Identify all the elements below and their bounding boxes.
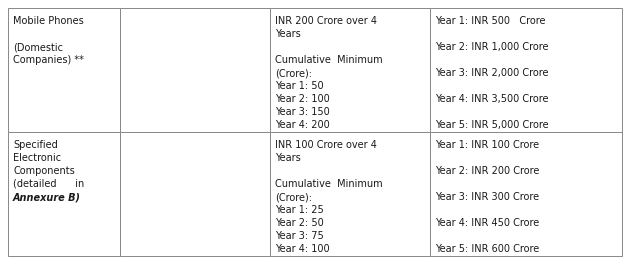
Text: Year 1: 25: Year 1: 25 [275,205,324,215]
Text: Cumulative  Minimum: Cumulative Minimum [275,55,383,65]
Bar [430,132,622,256]
Text: Year 3: 75: Year 3: 75 [275,231,324,241]
Bar [270,132,430,256]
Bar [120,8,270,132]
Text: Components: Components [13,166,75,176]
Text: Year 2: 50: Year 2: 50 [275,218,324,228]
Text: Year 4: INR 450 Crore: Year 4: INR 450 Crore [435,218,540,228]
Text: Companies) **: Companies) ** [13,55,84,65]
Bar [270,8,430,132]
Text: Years: Years [275,29,301,39]
Text: Specified: Specified [13,140,58,150]
Text: INR 200 Crore over 4: INR 200 Crore over 4 [275,16,377,26]
Text: Annexure B): Annexure B) [13,192,81,202]
Text: Year 1: INR 100 Crore: Year 1: INR 100 Crore [435,140,539,150]
Text: Cumulative  Minimum: Cumulative Minimum [275,179,383,189]
Text: Year 3: INR 300 Crore: Year 3: INR 300 Crore [435,192,539,202]
Text: (detailed      in: (detailed in [13,179,84,189]
Text: Year 2: 100: Year 2: 100 [275,94,330,104]
Text: Year 3: INR 2,000 Crore: Year 3: INR 2,000 Crore [435,68,548,78]
Bar [120,132,270,256]
Bar [430,8,622,132]
Text: Year 4: 100: Year 4: 100 [275,244,330,254]
Text: Year 3: 150: Year 3: 150 [275,107,330,117]
Text: Electronic: Electronic [13,153,61,163]
Text: (Crore):: (Crore): [275,192,312,202]
Text: Years: Years [275,153,301,163]
Text: INR 100 Crore over 4: INR 100 Crore over 4 [275,140,377,150]
Text: Year 2: INR 1,000 Crore: Year 2: INR 1,000 Crore [435,42,548,52]
Text: (Domestic: (Domestic [13,42,63,52]
Bar [8,132,120,256]
Text: Year 4: INR 3,500 Crore: Year 4: INR 3,500 Crore [435,94,548,104]
Text: Year 4: 200: Year 4: 200 [275,120,330,130]
Text: Year 5: INR 600 Crore: Year 5: INR 600 Crore [435,244,540,254]
Text: Mobile Phones: Mobile Phones [13,16,84,26]
Text: Year 2: INR 200 Crore: Year 2: INR 200 Crore [435,166,540,176]
Text: Year 1: 50: Year 1: 50 [275,81,324,91]
Text: Year 1: INR 500   Crore: Year 1: INR 500 Crore [435,16,545,26]
Text: (Crore):: (Crore): [275,68,312,78]
Text: Year 5: INR 5,000 Crore: Year 5: INR 5,000 Crore [435,120,548,130]
Bar [8,8,120,132]
